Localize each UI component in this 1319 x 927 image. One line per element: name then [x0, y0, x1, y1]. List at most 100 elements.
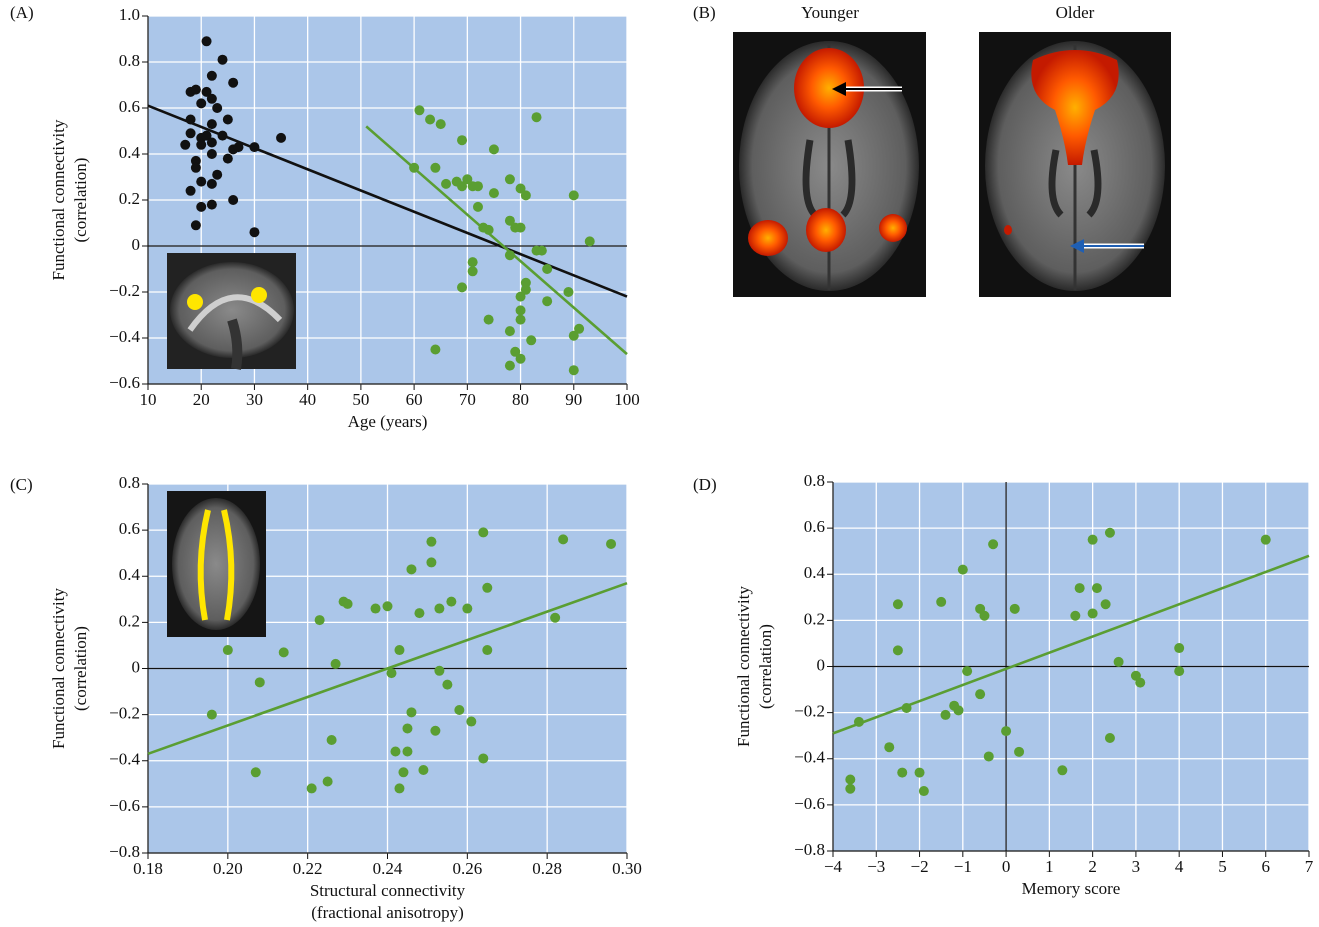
data-point [940, 709, 951, 720]
y-tick-label: −0.2 [109, 704, 140, 723]
data-point [306, 783, 317, 794]
y-tick-label: 0.8 [119, 473, 140, 492]
data-point [180, 139, 191, 150]
y-tick-label: −0.6 [109, 373, 140, 392]
data-point [504, 360, 515, 371]
data-point [1009, 603, 1020, 614]
data-point [488, 144, 499, 155]
data-point [386, 668, 397, 679]
data-point [515, 291, 526, 302]
data-point [914, 767, 925, 778]
data-point [206, 119, 217, 130]
x-tick-label: 0 [1002, 857, 1011, 876]
x-tick-label: 4 [1175, 857, 1184, 876]
data-point [196, 176, 207, 187]
x-tick-label: 80 [512, 390, 529, 409]
data-point [483, 224, 494, 235]
data-point [574, 323, 585, 334]
fit-line [147, 581, 628, 756]
x-tick-label: 30 [246, 390, 263, 409]
data-point [402, 723, 413, 734]
x-axis-label: Structural connectivity [310, 881, 466, 900]
y-tick-label: 1.0 [119, 5, 140, 24]
data-point [190, 162, 201, 173]
data-point [472, 201, 483, 212]
data-point [1174, 643, 1185, 654]
panel-label: (B) [693, 3, 716, 22]
data-point [201, 130, 212, 141]
data-point [988, 539, 999, 550]
data-point [504, 174, 515, 185]
data-point [254, 677, 265, 688]
y-axis-label: (correlation) [756, 624, 775, 709]
data-point [406, 707, 417, 718]
panel-b: (B) Younger Older [693, 3, 1171, 297]
x-tick-label: −3 [867, 857, 885, 876]
data-point [222, 645, 233, 656]
x-tick-label: −2 [910, 857, 928, 876]
y-tick-label: −0.2 [794, 702, 825, 721]
chart-marks [147, 36, 1310, 851]
data-point [212, 169, 223, 180]
y-tick-label: −0.2 [109, 281, 140, 300]
data-point [520, 284, 531, 295]
data-point [520, 190, 531, 201]
y-tick-label: 0.6 [804, 517, 825, 536]
data-point [901, 703, 912, 714]
data-point [1091, 583, 1102, 594]
data-point [466, 716, 477, 727]
x-tick-label: 0.20 [213, 859, 243, 878]
data-point [276, 132, 287, 143]
data-point [892, 599, 903, 610]
data-point [217, 130, 228, 141]
data-point [206, 199, 217, 210]
data-point [568, 330, 579, 341]
x-tick-label: −1 [954, 857, 972, 876]
data-point [892, 645, 903, 656]
data-point [206, 178, 217, 189]
data-point [482, 645, 493, 656]
data-point [584, 236, 595, 247]
data-point [190, 155, 201, 166]
data-point [482, 582, 493, 593]
data-point [414, 105, 425, 116]
data-point [504, 215, 515, 226]
data-point [478, 527, 489, 538]
data-point [426, 557, 437, 568]
x-tick-label: 60 [406, 390, 423, 409]
data-point [201, 86, 212, 97]
y-tick-label: 0 [132, 657, 141, 676]
y-axis-label: (correlation) [71, 158, 90, 243]
y-tick-label: 0.6 [119, 519, 140, 538]
data-point [446, 596, 457, 607]
data-point [1074, 583, 1085, 594]
data-point [222, 114, 233, 125]
x-tick-label: 0.30 [612, 859, 642, 878]
y-axis-label: (correlation) [71, 626, 90, 711]
data-point [1014, 746, 1025, 757]
x-tick-label: 100 [614, 390, 640, 409]
fit-line [365, 125, 628, 356]
x-tick-label: 6 [1261, 857, 1270, 876]
data-point [1100, 599, 1111, 610]
image-title: Older [1056, 3, 1095, 22]
data-point [435, 119, 446, 130]
data-point [478, 753, 489, 764]
panel-label: (A) [10, 3, 34, 22]
data-point [515, 222, 526, 233]
data-point [454, 705, 465, 716]
data-point [249, 227, 260, 238]
data-point [568, 365, 579, 376]
data-point [563, 287, 574, 297]
x-tick-label: 90 [565, 390, 582, 409]
x-tick-label: 50 [352, 390, 369, 409]
data-point [414, 608, 425, 619]
data-point [504, 250, 515, 261]
y-tick-label: −0.4 [794, 748, 825, 767]
data-point [228, 77, 239, 88]
data-point [568, 190, 579, 201]
data-point [853, 716, 864, 727]
y-tick-label: 0.4 [119, 565, 141, 584]
